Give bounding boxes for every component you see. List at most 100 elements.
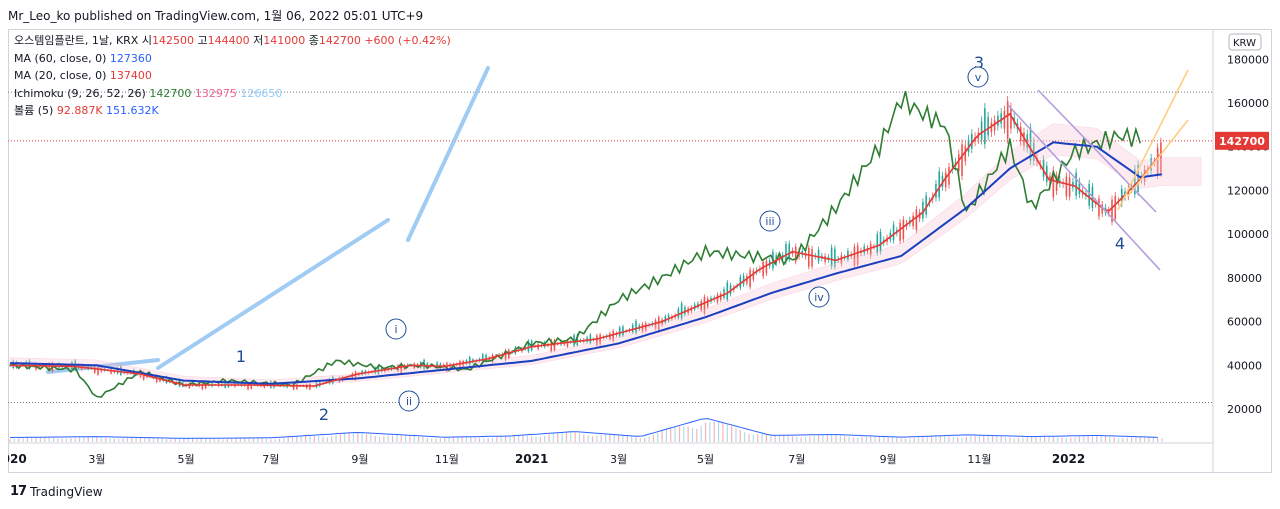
volume-bar [522, 435, 524, 442]
y-tick-label: 80000 [1227, 272, 1262, 285]
volume-bar [648, 436, 650, 442]
volume-bar [35, 437, 37, 442]
volume-bar [452, 437, 455, 442]
volume-bar [1017, 437, 1020, 442]
volume-bar [513, 435, 515, 442]
volume-bar [435, 438, 437, 442]
candle-body [752, 270, 755, 280]
wave-label: 3 [974, 53, 984, 72]
volume-bar [226, 439, 228, 442]
volume-bar [18, 438, 20, 442]
candle-body [964, 146, 967, 162]
volume-bar [548, 434, 550, 442]
candle-body [987, 116, 989, 136]
candle-body [1107, 210, 1110, 214]
volume-bar [552, 433, 554, 442]
candle-body [1042, 159, 1045, 177]
candle-body [853, 246, 856, 266]
candle-body [899, 222, 901, 241]
x-tick-label: 2020 [8, 452, 27, 466]
volume-bar [722, 422, 724, 442]
volume-bar [770, 435, 772, 442]
last-price-label: 142700 [1219, 135, 1265, 148]
volume-bar [565, 432, 568, 442]
volume-bar [604, 434, 607, 442]
low-value: 141000 [263, 34, 306, 47]
volume-bar [426, 437, 428, 442]
candle-body [504, 350, 507, 361]
candle-body [658, 317, 660, 332]
volume-bar [465, 436, 468, 442]
candle-body [224, 380, 226, 388]
volume-bar [152, 438, 155, 442]
candle-body [980, 121, 983, 140]
candle-body [811, 249, 813, 267]
candle-body [765, 260, 768, 274]
candle-body [1049, 176, 1051, 186]
volume-bar [544, 435, 546, 442]
candle-body [912, 215, 914, 227]
volume-bar [917, 437, 920, 442]
currency-badge[interactable] [1228, 33, 1262, 51]
volume-bar [274, 439, 276, 442]
volume-bar [761, 434, 763, 442]
candle-body [990, 122, 993, 133]
volume-bar [13, 438, 15, 442]
volume-bar [439, 438, 441, 442]
volume-bar [418, 436, 420, 442]
candle-body [1075, 172, 1077, 196]
volume-bar [370, 434, 372, 442]
volume-bar [613, 434, 615, 442]
footer-brand[interactable]: 17 TradingView [10, 484, 103, 499]
volume-bar [309, 435, 311, 442]
volume-bar [374, 435, 376, 442]
volume-bar [144, 437, 146, 442]
volume-bar [631, 436, 633, 442]
volume-bar [470, 437, 472, 442]
volume-bar [126, 437, 128, 442]
x-tick-label: 2022 [1052, 452, 1085, 466]
volume-bar [913, 438, 915, 442]
candle-body [589, 334, 592, 343]
volume-bar [504, 436, 507, 442]
candle-body [869, 243, 872, 256]
volume-bar [839, 435, 841, 442]
candle-body [1137, 164, 1139, 192]
x-tick-label: 2021 [515, 452, 548, 466]
volume-bar [874, 436, 876, 442]
volume-bar [926, 436, 928, 442]
volume-bar [52, 437, 55, 442]
volume-bar [265, 438, 268, 442]
wave-label-circle [385, 318, 407, 340]
volume-bar [422, 437, 424, 442]
volume-bar [1057, 437, 1059, 442]
candle-body [459, 360, 461, 369]
volume-bar [178, 438, 181, 442]
volume-bar [974, 435, 976, 442]
volume-bar [1144, 436, 1146, 442]
y-tick-label: 180000 [1227, 53, 1269, 66]
volume-bar [1152, 437, 1154, 442]
volume-bar [591, 436, 594, 442]
volume-bar [344, 433, 346, 442]
last-price-tag[interactable] [1215, 131, 1269, 150]
volume-bar [213, 439, 215, 442]
candle-body [641, 323, 644, 332]
candle-body [935, 183, 937, 198]
volume-bar [735, 427, 737, 442]
volume-bar [170, 439, 172, 442]
volume-bar [1044, 436, 1046, 442]
candle-body [749, 269, 751, 288]
candle-body [120, 366, 122, 375]
wave-label: i [394, 323, 397, 336]
volume-bar [731, 425, 733, 442]
volume-bar [848, 436, 850, 442]
volume-bar [609, 434, 611, 442]
volume-bar [1139, 436, 1141, 442]
volume-label: 볼륨 (5) [14, 104, 54, 117]
volume-bar [674, 426, 676, 442]
volume-bar [717, 421, 720, 442]
volume-bar [1000, 436, 1002, 442]
volume-bar [1048, 436, 1050, 442]
volume-bar [726, 423, 728, 442]
